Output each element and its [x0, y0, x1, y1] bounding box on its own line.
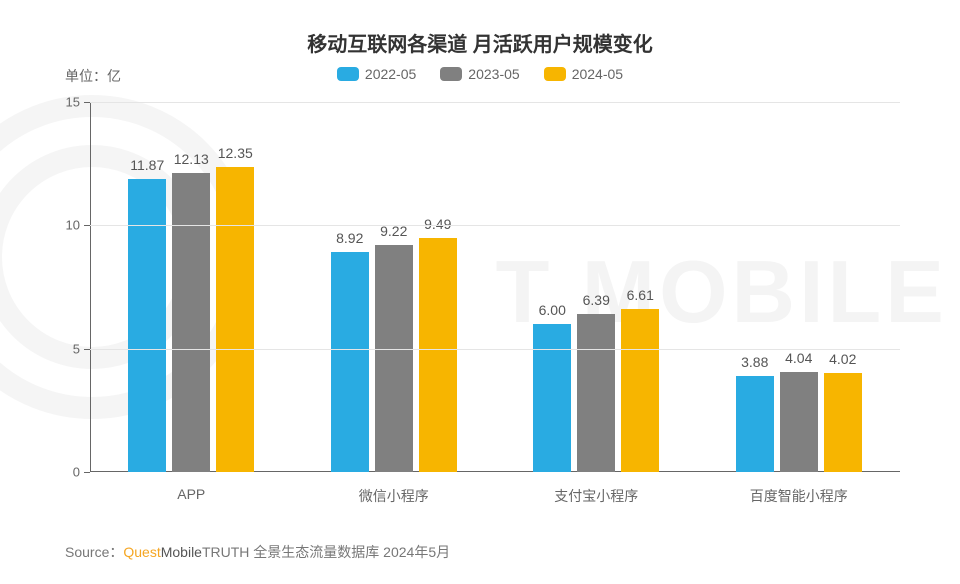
bar-value-label: 12.13 — [174, 151, 209, 173]
grid-line — [90, 102, 900, 103]
bar-value-label: 6.00 — [539, 302, 566, 324]
source-prefix: Source： — [65, 544, 123, 560]
bar-value-label: 3.88 — [741, 354, 768, 376]
bar-value-label: 9.49 — [424, 216, 451, 238]
bar-group: 3.884.044.02百度智能小程序 — [698, 102, 901, 472]
bar-value-label: 6.39 — [583, 292, 610, 314]
source-brand-mobile: Mobile — [161, 544, 202, 560]
bar-group: 6.006.396.61支付宝小程序 — [495, 102, 698, 472]
bar-groups: 11.8712.1312.35APP8.929.229.49微信小程序6.006… — [90, 102, 900, 472]
source-rest: TRUTH 全景生态流量数据库 2024年5月 — [202, 544, 450, 560]
legend-item: 2024-05 — [544, 66, 623, 82]
bar: 9.22 — [375, 245, 413, 472]
bar: 9.49 — [419, 238, 457, 472]
bar-value-label: 12.35 — [218, 145, 253, 167]
xtick-label: 支付宝小程序 — [554, 472, 638, 506]
ytick-mark — [84, 225, 90, 226]
bar-wrap: 8.929.229.49 — [331, 238, 457, 472]
legend-swatch — [440, 67, 462, 81]
bar-group: 8.929.229.49微信小程序 — [293, 102, 496, 472]
legend-label: 2022-05 — [365, 66, 416, 82]
grid-line — [90, 225, 900, 226]
legend-item: 2022-05 — [337, 66, 416, 82]
bar: 4.02 — [824, 373, 862, 472]
bar-value-label: 4.02 — [829, 351, 856, 373]
ytick-mark — [84, 472, 90, 473]
bar: 11.87 — [128, 179, 166, 472]
legend-label: 2024-05 — [572, 66, 623, 82]
chart-title: 移动互联网各渠道 月活跃用户规模变化 — [0, 28, 960, 57]
bar: 6.39 — [577, 314, 615, 472]
bar-value-label: 6.61 — [627, 287, 654, 309]
bar-group: 11.8712.1312.35APP — [90, 102, 293, 472]
legend-item: 2023-05 — [440, 66, 519, 82]
bar-wrap: 11.8712.1312.35 — [128, 167, 254, 472]
ytick-mark — [84, 102, 90, 103]
bar: 4.04 — [780, 372, 818, 472]
xtick-label: 微信小程序 — [359, 472, 429, 506]
ytick-mark — [84, 349, 90, 350]
xtick-label: APP — [177, 472, 205, 502]
bar: 12.35 — [216, 167, 254, 472]
bar: 8.92 — [331, 252, 369, 472]
bar-value-label: 11.87 — [130, 157, 164, 179]
grid-line — [90, 349, 900, 350]
legend-swatch — [544, 67, 566, 81]
bar: 3.88 — [736, 376, 774, 472]
source-line: Source：QuestMobileTRUTH 全景生态流量数据库 2024年5… — [65, 542, 450, 562]
bar-wrap: 6.006.396.61 — [533, 309, 659, 472]
legend: 2022-05 2023-05 2024-05 — [0, 66, 960, 84]
legend-swatch — [337, 67, 359, 81]
bar: 6.61 — [621, 309, 659, 472]
source-brand-quest: Quest — [123, 544, 160, 560]
bar-value-label: 8.92 — [336, 230, 363, 252]
xtick-label: 百度智能小程序 — [750, 472, 848, 506]
bar-wrap: 3.884.044.02 — [736, 372, 862, 472]
bar: 12.13 — [172, 173, 210, 472]
bar-value-label: 4.04 — [785, 350, 812, 372]
legend-label: 2023-05 — [468, 66, 519, 82]
bar: 6.00 — [533, 324, 571, 472]
chart-root: T MOBILE 移动互联网各渠道 月活跃用户规模变化 单位：亿 2022-05… — [0, 0, 960, 584]
plot-area: 11.8712.1312.35APP8.929.229.49微信小程序6.006… — [90, 102, 900, 472]
